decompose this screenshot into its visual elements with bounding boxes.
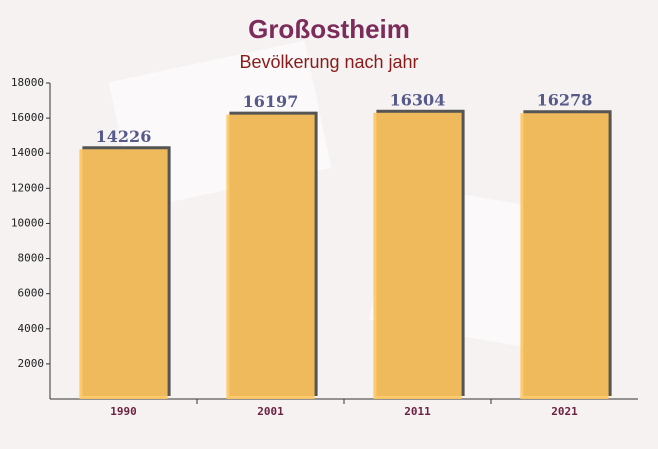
chart-title: Großostheim [248,14,410,44]
bar [226,114,315,400]
y-tick-label: 4000 [18,322,45,335]
x-tick-label: 2011 [404,405,431,418]
x-tick-label: 2021 [551,405,578,418]
y-tick-label: 18000 [11,76,44,89]
value-label: 16278 [537,91,593,110]
y-tick-label: 8000 [18,252,45,265]
value-label: 14226 [96,127,152,146]
y-tick-label: 6000 [18,287,45,300]
y-tick-label: 14000 [11,146,44,159]
x-tick-label: 1990 [110,405,137,418]
value-label: 16197 [243,92,299,111]
y-tick-label: 2000 [18,357,45,370]
value-label: 16304 [390,90,446,109]
bar [79,149,168,399]
bar [373,112,462,399]
bar [520,113,609,400]
y-tick-label: 10000 [11,216,44,229]
chart-subtitle: Bevölkerung nach jahr [239,52,418,72]
y-tick-label: 16000 [11,111,44,124]
x-tick-label: 2001 [257,405,284,418]
y-tick-label: 12000 [11,181,44,194]
